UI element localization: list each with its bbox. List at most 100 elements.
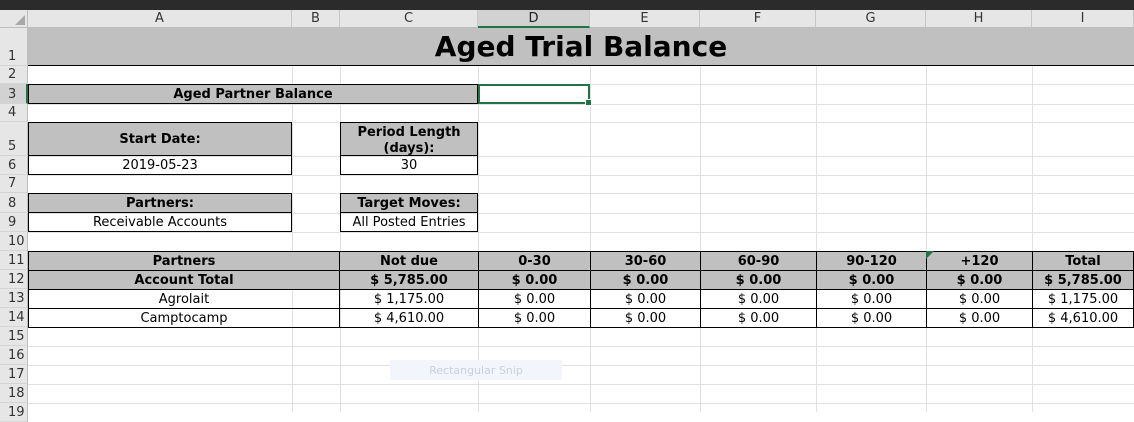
column-header-g[interactable]: G xyxy=(816,10,926,28)
row-header-8[interactable]: 8 xyxy=(0,193,28,213)
row-header-14[interactable]: 14 xyxy=(0,308,28,327)
row-header-12[interactable]: 12 xyxy=(0,270,28,289)
target-moves-label-cell[interactable]: Target Moves: xyxy=(340,193,478,213)
row-header-4[interactable]: 4 xyxy=(0,104,28,122)
total-not-due[interactable]: $ 5,785.00 xyxy=(339,270,479,290)
gridline xyxy=(28,232,1134,233)
target-moves-value-cell[interactable]: All Posted Entries xyxy=(340,212,478,232)
amount-cell[interactable]: $ 0.00 xyxy=(590,308,701,328)
table-header-0-30[interactable]: 0-30 xyxy=(478,251,591,271)
table-header-90-120[interactable]: 90-120 xyxy=(816,251,927,271)
gridline xyxy=(292,28,293,412)
partners-label-cell[interactable]: Partners: xyxy=(28,193,292,213)
period-length-value-cell[interactable]: 30 xyxy=(340,155,478,175)
top-strip xyxy=(0,0,1134,10)
amount-cell[interactable]: $ 0.00 xyxy=(700,289,817,309)
amount: 0.00 xyxy=(525,272,558,288)
amount: 0.00 xyxy=(749,272,782,288)
row-header-13[interactable]: 13 xyxy=(0,289,28,308)
table-header-30-60[interactable]: 30-60 xyxy=(590,251,701,271)
total-0-30[interactable]: $ 0.00 xyxy=(478,270,591,290)
period-length-label-cell[interactable]: Period Length (days): xyxy=(340,122,478,156)
currency-symbol: $ xyxy=(956,272,966,288)
snip-overlay: Rectangular Snip xyxy=(390,360,562,380)
row-header-16[interactable]: 16 xyxy=(0,346,28,365)
currency-symbol: $ xyxy=(958,310,968,326)
row-header-11[interactable]: 11 xyxy=(0,251,28,270)
row-header-10[interactable]: 10 xyxy=(0,232,28,251)
report-name-cell[interactable]: Aged Partner Balance xyxy=(28,84,478,104)
row-header-6[interactable]: 6 xyxy=(0,156,28,175)
total-total[interactable]: $ 5,785.00 xyxy=(1032,270,1134,290)
row-header-19[interactable]: 19 xyxy=(0,403,28,422)
partner-name-cell[interactable]: Agrolait xyxy=(28,289,340,309)
amount: 0.00 xyxy=(971,291,1001,307)
currency-symbol: $ xyxy=(737,310,747,326)
amount-cell[interactable]: $ 0.00 xyxy=(590,289,701,309)
currency-symbol: $ xyxy=(373,310,383,326)
gridline xyxy=(28,403,1134,404)
amount: 0.00 xyxy=(526,291,556,307)
currency-symbol: $ xyxy=(850,291,860,307)
column-header-h[interactable]: H xyxy=(926,10,1032,28)
amount: 4,610.00 xyxy=(386,310,445,326)
table-header-120-plus[interactable]: +120 xyxy=(926,251,1033,271)
amount-cell[interactable]: $ 0.00 xyxy=(816,308,927,328)
amount: 0.00 xyxy=(637,310,667,326)
amount-cell[interactable]: $ 0.00 xyxy=(700,308,817,328)
total-60-90[interactable]: $ 0.00 xyxy=(700,270,817,290)
amount-cell[interactable]: $ 4,610.00 xyxy=(339,308,479,328)
column-header-d[interactable]: D xyxy=(478,10,590,28)
column-header-b[interactable]: B xyxy=(292,10,340,28)
row-header-15[interactable]: 15 xyxy=(0,327,28,346)
amount-cell[interactable]: $ 0.00 xyxy=(926,289,1033,309)
total-30-60[interactable]: $ 0.00 xyxy=(590,270,701,290)
total-90-120[interactable]: $ 0.00 xyxy=(816,270,927,290)
row-header-18[interactable]: 18 xyxy=(0,384,28,403)
select-all-corner[interactable] xyxy=(0,10,28,28)
gridline xyxy=(28,156,1134,157)
row-header-17[interactable]: 17 xyxy=(0,365,28,384)
amount: 1,175.00 xyxy=(1060,291,1119,307)
table-header-total[interactable]: Total xyxy=(1032,251,1134,271)
gridline xyxy=(926,28,927,412)
partner-name-cell[interactable]: Camptocamp xyxy=(28,308,340,328)
row-header-5[interactable]: 5 xyxy=(0,122,28,156)
amount-cell[interactable]: $ 4,610.00 xyxy=(1032,308,1134,328)
gridline xyxy=(28,193,1134,194)
start-date-value-cell[interactable]: 2019-05-23 xyxy=(28,155,292,175)
currency-symbol: $ xyxy=(848,272,858,288)
row-header-3[interactable]: 3 xyxy=(0,84,28,104)
comment-indicator-icon xyxy=(926,251,934,259)
amount-cell[interactable]: $ 0.00 xyxy=(816,289,927,309)
active-cell-selection[interactable] xyxy=(478,84,592,106)
amount-cell[interactable]: $ 1,175.00 xyxy=(1032,289,1134,309)
table-header-partners[interactable]: Partners xyxy=(28,251,340,271)
start-date-label-cell[interactable]: Start Date: xyxy=(28,122,292,156)
currency-symbol: $ xyxy=(622,272,632,288)
column-header-f[interactable]: F xyxy=(700,10,816,28)
gridline xyxy=(28,122,1134,123)
row-header-9[interactable]: 9 xyxy=(0,213,28,232)
amount-cell[interactable]: $ 0.00 xyxy=(926,308,1033,328)
column-header-e[interactable]: E xyxy=(590,10,700,28)
account-total-label[interactable]: Account Total xyxy=(28,270,340,290)
partners-value-cell[interactable]: Receivable Accounts xyxy=(28,212,292,232)
report-title[interactable]: Aged Trial Balance xyxy=(28,28,1134,66)
column-header-c[interactable]: C xyxy=(340,10,478,28)
amount: 5,785.00 xyxy=(1057,272,1122,288)
amount-cell[interactable]: $ 0.00 xyxy=(478,289,591,309)
amount: 0.00 xyxy=(970,272,1003,288)
currency-symbol: $ xyxy=(513,291,523,307)
amount-cell[interactable]: $ 1,175.00 xyxy=(339,289,479,309)
row-header-2[interactable]: 2 xyxy=(0,66,28,84)
table-header-60-90[interactable]: 60-90 xyxy=(700,251,817,271)
amount-cell[interactable]: $ 0.00 xyxy=(478,308,591,328)
total-120-plus[interactable]: $ 0.00 xyxy=(926,270,1033,290)
column-header-i[interactable]: I xyxy=(1032,10,1134,28)
row-header-7[interactable]: 7 xyxy=(0,175,28,193)
table-header-not-due[interactable]: Not due xyxy=(339,251,479,271)
row-header-1[interactable]: 1 xyxy=(0,28,28,66)
column-header-a[interactable]: A xyxy=(28,10,292,28)
